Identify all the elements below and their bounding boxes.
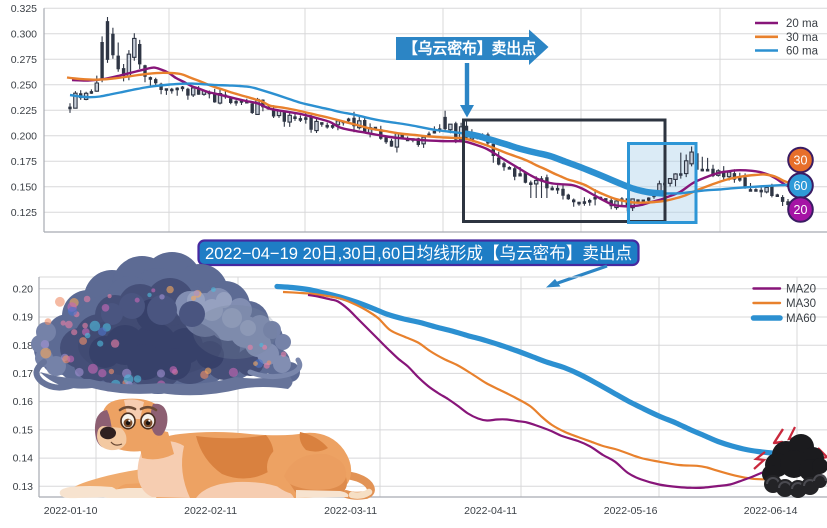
- svg-text:2022−04−19 20日,30日,60日均线形成【乌云密: 2022−04−19 20日,30日,60日均线形成【乌云密布】卖出点: [205, 244, 632, 263]
- svg-text:0.18: 0.18: [13, 340, 34, 352]
- svg-text:0.14: 0.14: [13, 453, 34, 465]
- svg-text:0.300: 0.300: [11, 28, 37, 40]
- svg-text:【乌云密布】卖出点: 【乌云密布】卖出点: [403, 39, 536, 58]
- svg-text:MA60: MA60: [786, 313, 816, 325]
- svg-text:0.15: 0.15: [13, 425, 34, 437]
- svg-text:30 ma: 30 ma: [786, 32, 819, 44]
- svg-text:0.175: 0.175: [11, 156, 37, 168]
- svg-text:0.200: 0.200: [11, 130, 37, 142]
- svg-text:MA30: MA30: [786, 298, 816, 310]
- svg-text:0.275: 0.275: [11, 54, 37, 66]
- svg-text:2022-04-11: 2022-04-11: [464, 505, 517, 517]
- svg-text:0.150: 0.150: [11, 181, 37, 193]
- svg-text:60: 60: [794, 179, 808, 193]
- svg-text:0.13: 0.13: [13, 481, 34, 493]
- svg-text:0.225: 0.225: [11, 105, 37, 117]
- svg-text:2022-01-10: 2022-01-10: [44, 505, 98, 517]
- svg-text:0.20: 0.20: [13, 283, 34, 295]
- svg-text:2022-02-11: 2022-02-11: [184, 505, 237, 517]
- svg-text:2022-06-14: 2022-06-14: [744, 505, 798, 517]
- svg-text:0.19: 0.19: [13, 312, 34, 324]
- svg-text:0.16: 0.16: [13, 396, 34, 408]
- svg-text:MA20: MA20: [786, 284, 816, 296]
- svg-text:0.325: 0.325: [11, 3, 37, 15]
- svg-text:60 ma: 60 ma: [786, 46, 819, 58]
- svg-text:2022-05-16: 2022-05-16: [604, 505, 658, 517]
- svg-text:20 ma: 20 ma: [786, 18, 819, 30]
- svg-text:0.125: 0.125: [11, 207, 37, 219]
- svg-text:0.17: 0.17: [13, 368, 34, 380]
- svg-text:20: 20: [794, 203, 808, 217]
- svg-text:2022-03-11: 2022-03-11: [324, 505, 377, 517]
- svg-text:30: 30: [794, 153, 808, 167]
- svg-text:0.250: 0.250: [11, 79, 37, 91]
